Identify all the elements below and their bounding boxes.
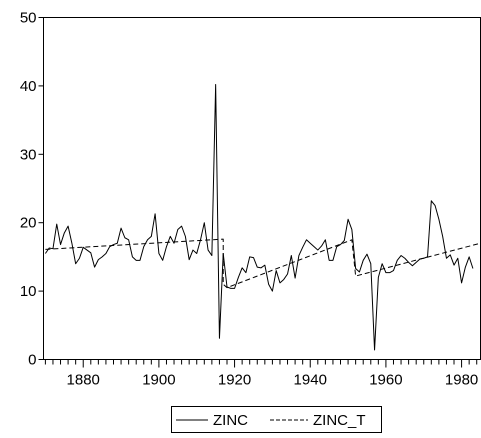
y-tick-label: 20 <box>20 215 37 232</box>
legend-label-zinc-t: ZINC_T <box>313 412 366 429</box>
y-tick-label: 30 <box>20 146 37 163</box>
y-tick-label: 0 <box>28 352 36 369</box>
y-tick-label: 10 <box>20 283 37 300</box>
series-line-zinc-t <box>45 238 481 289</box>
plot-frame <box>43 17 481 360</box>
legend-label-zinc: ZINC <box>213 412 248 429</box>
x-tick-label: 1920 <box>218 372 251 389</box>
x-tick-label: 1940 <box>294 372 327 389</box>
y-tick-label: 50 <box>20 10 37 27</box>
x-tick-label: 1900 <box>142 372 175 389</box>
x-tick-label: 1880 <box>67 372 100 389</box>
axis-ticks <box>38 17 478 368</box>
series-group <box>44 84 481 351</box>
x-tick-label: 1960 <box>369 372 402 389</box>
tick-labels: 0 10 20 30 40 50 1880 1900 1920 1940 1960 1980 <box>20 10 478 389</box>
legend: ZINC ZINC_T <box>171 406 382 433</box>
series-line-zinc <box>44 84 474 351</box>
x-tick-label: 1980 <box>445 372 478 389</box>
y-tick-label: 40 <box>20 78 37 95</box>
